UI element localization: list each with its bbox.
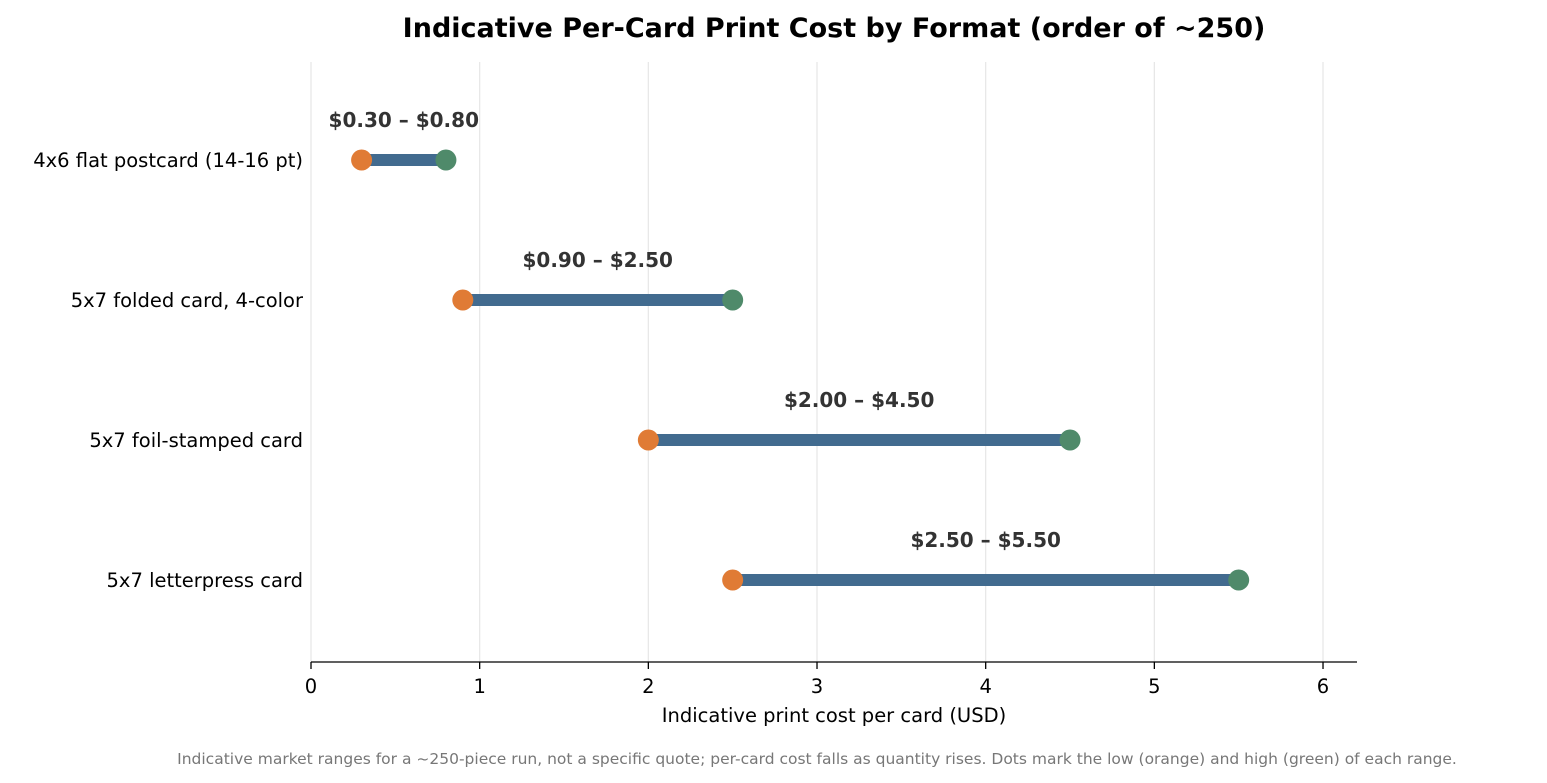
low-dot [722,569,744,591]
category-labels: 4x6 flat postcard (14-16 pt) 5x7 folded c… [33,149,304,592]
range-label: $0.30 – $0.80 [329,108,479,132]
x-tick-label: 2 [642,675,654,698]
high-dot [435,149,457,171]
x-tick-label: 4 [979,675,991,698]
low-dot [351,149,373,171]
range-bars [361,154,1239,586]
low-dot [637,429,659,451]
category-label: 5x7 letterpress card [107,569,303,592]
category-label: 5x7 folded card, 4-color [71,289,304,312]
footnote: Indicative market ranges for a ~250-piec… [177,750,1457,768]
range-dots [351,149,1250,591]
x-tick-label: 5 [1148,675,1160,698]
x-axis: 0 1 2 3 4 5 6 [305,661,1357,698]
range-labels: $0.30 – $0.80 $0.90 – $2.50 $2.00 – $4.50 $… [329,108,1061,552]
chart-title: Indicative Per-Card Print Cost by Format… [403,13,1266,44]
x-tick-label: 0 [305,675,317,698]
x-tick-label: 6 [1317,675,1329,698]
range-label: $2.50 – $5.50 [910,528,1060,552]
gridlines [310,62,1324,662]
high-dot [1228,569,1250,591]
x-tick-label: 3 [811,675,823,698]
high-dot [1059,429,1081,451]
low-dot [452,289,474,311]
x-tick-label: 1 [473,675,485,698]
range-label: $2.00 – $4.50 [784,388,934,412]
category-label: 4x6 flat postcard (14-16 pt) [33,149,303,172]
x-axis-label: Indicative print cost per card (USD) [662,704,1006,727]
range-label: $0.90 – $2.50 [523,248,673,272]
high-dot [722,289,744,311]
category-label: 5x7 foil-stamped card [89,429,303,452]
